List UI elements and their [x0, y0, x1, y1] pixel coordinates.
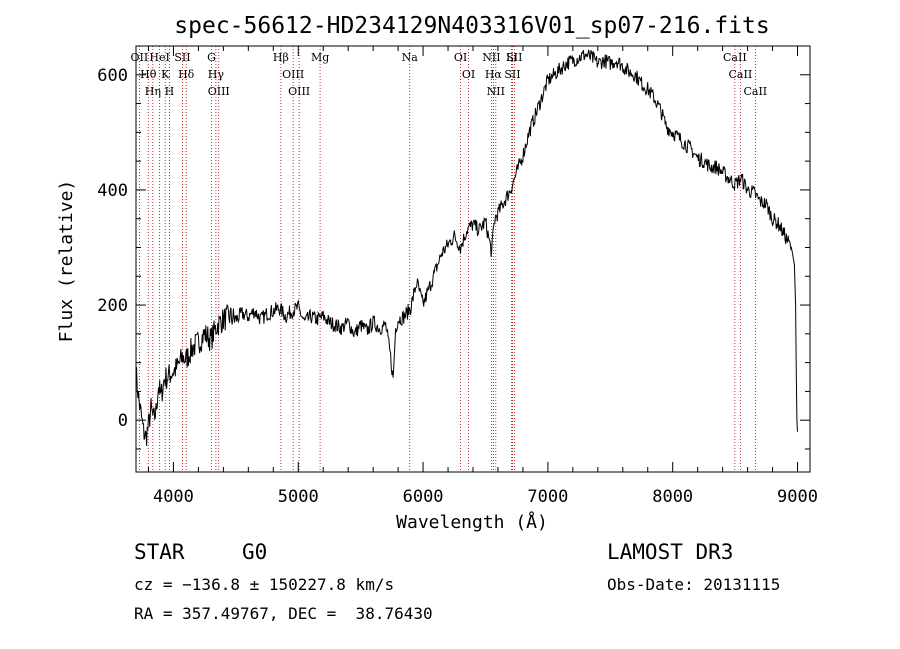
line-label-H-delta: Hδ	[178, 68, 195, 81]
line-label-G-band: G	[207, 51, 216, 64]
line-label-Ca-II-8498: CaII	[723, 51, 747, 64]
chart-title: spec-56612-HD234129N403316V01_sp07-216.f…	[174, 13, 769, 39]
spectral-line-markers	[138, 46, 756, 472]
y-axis-label: Flux (relative)	[56, 180, 77, 343]
coordinates-readout: RA = 357.49767, DEC = 38.76430	[134, 604, 433, 623]
y-axis-ticks: 0 200 400 600	[97, 45, 810, 450]
line-label-H-alpha: Hα	[485, 68, 503, 81]
x-tick-label: 6000	[403, 487, 444, 507]
line-label-K: K	[161, 68, 170, 81]
x-tick-label: 8000	[652, 487, 693, 507]
y-tick-label: 400	[97, 181, 128, 201]
line-label-S-II-blue: SII	[174, 51, 190, 64]
line-label-S-II-6716: SII	[504, 68, 520, 81]
line-label-O-III-4363: OIII	[208, 85, 230, 98]
line-label-O-II: OII	[131, 51, 149, 64]
object-subclass: G0	[242, 540, 268, 564]
line-label-N-II-6548: NII	[482, 51, 500, 64]
flux-series-line	[135, 49, 798, 446]
x-tick-label: 4000	[153, 487, 194, 507]
x-tick-label: 9000	[777, 487, 818, 507]
line-label-H-gamma: Hγ	[208, 68, 225, 81]
line-label-S-II-6731: SII	[506, 51, 522, 64]
line-label-Na: Na	[402, 51, 419, 64]
line-label-Ca-II-8662: CaII	[743, 85, 767, 98]
line-label-O-III-5007: OIII	[288, 85, 310, 98]
survey-name: LAMOST DR3	[607, 540, 734, 564]
line-label-H-beta: Hβ	[273, 51, 289, 64]
line-label-O-I-6364: OI	[462, 68, 475, 81]
object-class: STAR	[134, 540, 185, 564]
observation-date: Obs-Date: 20131115	[607, 575, 781, 594]
x-tick-label: 5000	[278, 487, 319, 507]
y-tick-label: 0	[118, 411, 128, 431]
x-tick-label: 7000	[527, 487, 568, 507]
y-tick-label: 200	[97, 296, 128, 316]
plot-frame	[135, 45, 811, 473]
x-axis-label: Wavelength (Å)	[396, 511, 548, 533]
y-tick-label: 600	[97, 66, 128, 86]
redshift-readout: cz = −136.8 ± 150227.8 km/s	[134, 575, 395, 594]
line-label-Mg: Mg	[311, 51, 329, 64]
line-label-Li: Li	[506, 51, 517, 64]
x-axis-ticks: 4000 5000 6000 7000 8000 9000	[147, 46, 818, 507]
line-label-H-theta: Hθ	[140, 68, 157, 81]
spectral-line-labels: OII Hθ Hη HeI KH SII Hδ G Hγ OIII Hβ OIII OIII Mg Na OI…	[131, 51, 768, 98]
line-label-H-eta: Hη	[145, 85, 161, 98]
line-label-He-I: HeI	[149, 51, 169, 64]
line-label-H: H	[165, 85, 175, 98]
line-label-O-III-4959: OIII	[282, 68, 304, 81]
line-label-Ca-II-8542: CaII	[729, 68, 753, 81]
line-label-O-I-6300: OI	[454, 51, 467, 64]
line-label-N-II-6583: NII	[487, 85, 505, 98]
